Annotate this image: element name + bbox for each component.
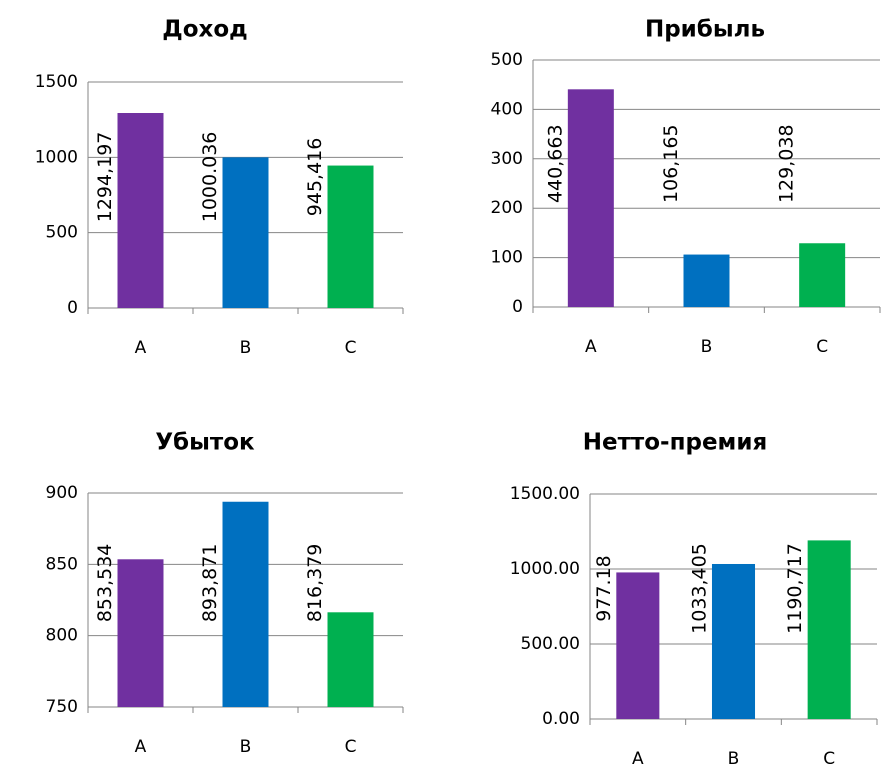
bar <box>616 572 660 719</box>
x-tick-label: A <box>632 749 644 769</box>
chart-title: Убыток <box>155 430 255 456</box>
y-tick-label: 500.00 <box>521 634 580 654</box>
x-tick-label: A <box>135 338 147 358</box>
y-tick-label: 1000.00 <box>510 559 580 579</box>
bar <box>683 254 730 307</box>
y-tick-label: 400 <box>491 99 523 119</box>
bar <box>807 540 851 719</box>
value-label: 129,038 <box>776 124 798 203</box>
y-tick-label: 500 <box>491 50 523 70</box>
y-tick-label: 0 <box>512 297 523 317</box>
x-tick-label: A <box>585 337 597 357</box>
chart-title: Прибыль <box>645 17 765 43</box>
y-tick-label: 850 <box>46 554 78 574</box>
y-tick-label: 1000 <box>35 147 78 167</box>
value-label: 853,534 <box>94 544 116 623</box>
bar <box>117 113 164 308</box>
value-label: 893,871 <box>199 544 221 623</box>
y-tick-label: 0.00 <box>542 709 580 729</box>
value-label: 1000.036 <box>199 132 221 223</box>
y-tick-label: 900 <box>46 483 78 503</box>
bar <box>327 612 374 707</box>
x-tick-label: C <box>345 338 357 358</box>
value-label: 816,379 <box>304 544 326 623</box>
x-tick-label: B <box>701 337 713 357</box>
x-tick-label: B <box>728 749 740 769</box>
bar <box>222 157 269 308</box>
chart-title: Нетто-премия <box>583 430 768 456</box>
x-tick-label: A <box>135 737 147 757</box>
x-tick-label: B <box>240 737 252 757</box>
y-tick-label: 0 <box>67 298 78 318</box>
y-tick-label: 1500 <box>35 72 78 92</box>
chart-title: Доход <box>162 17 248 43</box>
value-label: 1033,405 <box>688 543 710 634</box>
y-tick-label: 800 <box>46 626 78 646</box>
x-tick-label: C <box>823 749 835 769</box>
bar <box>567 89 614 308</box>
bar <box>117 559 164 707</box>
value-label: 1294,197 <box>94 132 116 223</box>
x-tick-label: C <box>816 337 828 357</box>
bar <box>799 243 846 307</box>
bar <box>222 501 269 707</box>
value-label: 977.18 <box>593 555 615 621</box>
value-label: 106,165 <box>660 124 682 203</box>
x-tick-label: C <box>345 737 357 757</box>
value-label: 440,663 <box>544 124 566 203</box>
x-tick-label: B <box>240 338 252 358</box>
y-tick-label: 100 <box>491 248 523 268</box>
y-tick-label: 750 <box>46 697 78 717</box>
y-tick-label: 200 <box>491 198 523 218</box>
y-tick-label: 500 <box>46 223 78 243</box>
y-tick-label: 1500.00 <box>510 484 580 504</box>
bar <box>327 165 374 308</box>
bar <box>711 563 756 719</box>
value-label: 945,416 <box>304 138 326 217</box>
value-label: 1190,717 <box>784 543 806 634</box>
y-tick-label: 300 <box>491 149 523 169</box>
